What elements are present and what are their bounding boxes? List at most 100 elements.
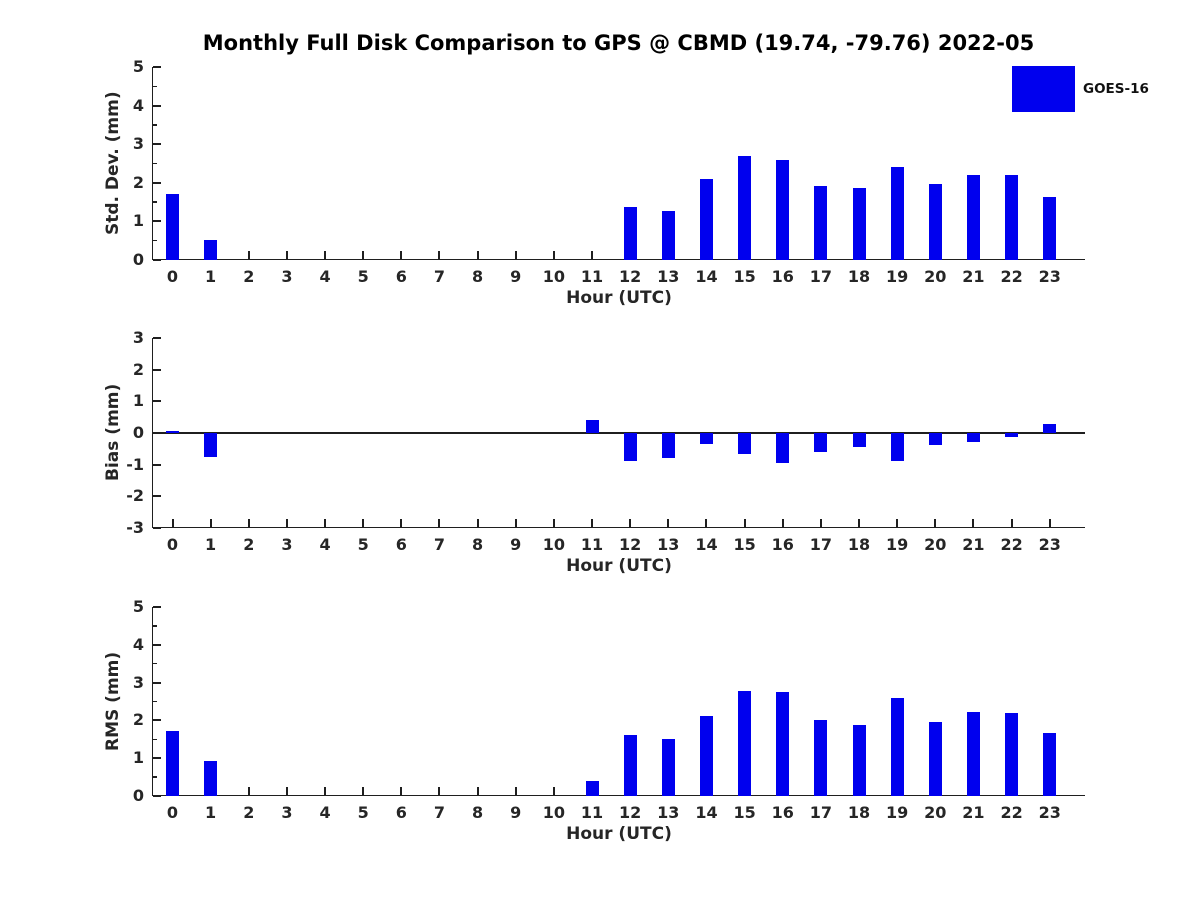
x-axis-label: Hour (UTC) (566, 288, 672, 308)
x-tick (324, 519, 327, 527)
y-tick-label: -3 (126, 518, 144, 537)
x-tick-label: 11 (580, 535, 604, 554)
x-tick-label: 19 (886, 803, 909, 822)
x-tick-label: 6 (395, 803, 407, 822)
y-tick-label: 3 (132, 328, 144, 347)
x-tick-label: 23 (1038, 535, 1061, 554)
x-tick-label: 14 (695, 803, 718, 822)
x-tick-label: 1 (205, 535, 217, 554)
x-tick-label: 15 (733, 803, 756, 822)
bar-hour-14 (699, 433, 713, 445)
y-tick-label: 0 (132, 786, 144, 805)
x-tick-label: 8 (472, 267, 484, 286)
bar-hour-17 (814, 719, 828, 796)
x-tick (1010, 519, 1013, 527)
y-tick-label: 5 (132, 57, 144, 76)
x-tick (400, 251, 403, 259)
x-tick-label: 14 (695, 535, 718, 554)
x-tick (514, 787, 517, 795)
x-tick-label: 20 (924, 535, 947, 554)
bar-hour-11 (585, 780, 599, 796)
bar-hour-23 (1043, 733, 1057, 796)
x-tick-label: 5 (357, 803, 369, 822)
x-tick (591, 519, 594, 527)
x-tick-label: 7 (433, 267, 446, 286)
x-tick-label: 16 (771, 535, 794, 554)
y-minor-tick (153, 162, 157, 165)
x-tick-label: 11 (580, 267, 604, 286)
x-tick-label: 12 (619, 803, 642, 822)
x-tick-label: 19 (886, 535, 909, 554)
x-tick-label: 9 (510, 535, 522, 554)
bar-hour-20 (928, 184, 942, 260)
x-tick-label: 14 (695, 267, 718, 286)
bar-hour-16 (776, 159, 790, 260)
x-tick (476, 787, 479, 795)
y-tick (153, 495, 161, 498)
x-tick (438, 519, 441, 527)
x-tick-label: 8 (472, 535, 484, 554)
y-minor-tick (153, 85, 157, 88)
x-tick (819, 519, 822, 527)
x-tick-label: 4 (319, 803, 331, 822)
bar-hour-14 (699, 715, 713, 796)
x-tick (209, 519, 212, 527)
x-tick (362, 787, 365, 795)
x-tick-label: 21 (962, 535, 985, 554)
y-minor-tick (153, 625, 157, 627)
bar-hour-22 (1005, 175, 1019, 260)
x-tick (667, 519, 670, 527)
x-tick-label: 22 (1000, 803, 1023, 822)
x-tick-label: 23 (1038, 267, 1061, 286)
x-tick-label: 8 (472, 803, 484, 822)
chart-title: Monthly Full Disk Comparison to GPS @ CB… (202, 31, 1035, 55)
bar-hour-0 (166, 430, 179, 433)
x-tick (324, 251, 327, 259)
bar-hour-12 (623, 433, 637, 461)
y-tick (153, 400, 161, 403)
y-tick (153, 181, 161, 184)
x-tick-label: 10 (542, 267, 566, 286)
x-tick-label: 7 (433, 803, 446, 822)
x-tick-label: 16 (771, 803, 794, 822)
x-tick (285, 787, 288, 795)
x-tick-label: 2 (243, 535, 255, 554)
x-axis-label: Hour (UTC) (566, 824, 672, 844)
bar-hour-13 (661, 211, 675, 260)
bar-hour-15 (738, 433, 752, 454)
bar-hour-18 (852, 724, 866, 796)
x-tick-label: 21 (962, 803, 985, 822)
bar-hour-18 (852, 433, 866, 448)
x-tick (514, 519, 517, 527)
bar-hour-12 (623, 735, 637, 796)
x-tick-label: 17 (809, 803, 832, 822)
x-tick (438, 251, 441, 259)
bar-hour-21 (966, 174, 980, 260)
y-tick-label: 2 (132, 172, 144, 192)
x-tick-label: 21 (962, 267, 985, 286)
x-tick (171, 519, 174, 527)
x-tick-label: 3 (281, 535, 293, 554)
x-tick-label: 15 (733, 535, 756, 554)
x-tick (743, 519, 746, 527)
zero-line (153, 432, 1085, 434)
x-tick-label: 17 (809, 267, 832, 286)
bar-hour-15 (738, 156, 752, 260)
y-minor-tick (153, 124, 157, 126)
x-tick-label: 9 (510, 803, 522, 822)
bar-hour-23 (1043, 424, 1057, 433)
bar-hour-22 (1005, 433, 1019, 437)
y-tick (153, 220, 161, 223)
x-tick (400, 519, 403, 527)
bar-hour-22 (1005, 713, 1019, 796)
y-tick (153, 527, 161, 529)
x-tick (362, 251, 365, 259)
x-tick (552, 251, 555, 259)
x-tick (858, 519, 861, 527)
x-tick-label: 18 (847, 535, 871, 554)
bar-hour-11 (585, 420, 599, 433)
x-tick-label: 0 (166, 267, 179, 286)
x-tick-label: 13 (657, 535, 680, 554)
x-tick-label: 3 (281, 267, 293, 286)
